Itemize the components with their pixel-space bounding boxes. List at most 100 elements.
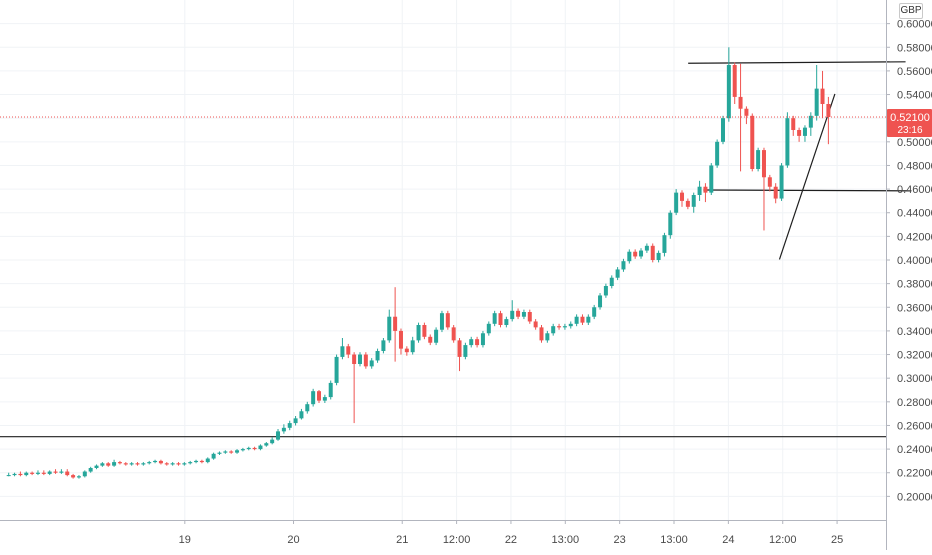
candle: [551, 323, 556, 336]
support-line-mid[interactable]: [703, 189, 912, 192]
candle: [211, 452, 216, 460]
candle-body: [129, 463, 134, 465]
candle-body: [680, 192, 685, 201]
candle: [785, 112, 790, 168]
candles: [6, 47, 831, 479]
candle-body: [457, 340, 462, 357]
candle-body: [779, 165, 784, 199]
candle: [726, 47, 731, 122]
candle-body: [627, 251, 632, 262]
candle: [732, 62, 737, 104]
candle-body: [293, 418, 298, 424]
last-price-label-bg: [887, 109, 932, 137]
candle-body: [404, 348, 409, 353]
candle: [176, 462, 181, 466]
candle: [685, 198, 690, 210]
candle-body: [188, 462, 193, 464]
candle-body: [439, 313, 444, 330]
candle-body: [761, 150, 766, 178]
candle: [223, 450, 228, 454]
candle: [445, 310, 450, 330]
currency-badge[interactable]: GBP: [899, 3, 923, 19]
candle-body: [568, 323, 573, 327]
x-tick-label: 12:00: [769, 534, 797, 546]
candle: [621, 258, 626, 272]
candle-body: [808, 115, 813, 128]
candle-body: [744, 108, 749, 116]
candle: [35, 470, 40, 476]
candle-body: [498, 313, 503, 325]
time-axis[interactable]: 19 20 21 12:00 22 13:00 23 13:00 24 12:00 25: [0, 520, 886, 546]
candle: [129, 462, 134, 466]
candle: [791, 115, 796, 136]
candle: [639, 248, 644, 259]
candle: [258, 444, 263, 451]
candle-body: [252, 447, 257, 450]
candle: [317, 390, 322, 403]
candle: [141, 462, 146, 466]
candle: [322, 394, 327, 403]
candle: [357, 352, 362, 367]
candle: [170, 462, 175, 466]
candle: [650, 243, 655, 263]
price-axis[interactable]: 0.600000.580000.560000.540000.520000.500…: [886, 0, 932, 550]
candle-body: [633, 251, 638, 257]
candle-body: [463, 345, 468, 357]
candle: [276, 429, 281, 441]
candle: [346, 343, 351, 359]
candle-body: [153, 460, 158, 463]
candle: [340, 338, 345, 360]
candle: [562, 323, 567, 330]
candle-body: [726, 65, 731, 119]
candle: [779, 163, 784, 201]
candle: [609, 275, 614, 289]
candle: [422, 322, 427, 340]
candle: [633, 249, 638, 259]
candle-body: [422, 325, 427, 337]
candle-body: [685, 200, 690, 207]
candle-body: [650, 245, 655, 260]
resistance-line[interactable]: [688, 61, 906, 64]
candle: [94, 464, 99, 470]
candle-body: [709, 165, 714, 193]
candle-body: [580, 316, 585, 323]
candle: [71, 473, 76, 479]
candle-body: [182, 463, 187, 465]
candle: [299, 408, 304, 420]
rising-trendline[interactable]: [778, 93, 836, 260]
candle: [451, 325, 456, 343]
candle-body: [510, 310, 515, 320]
candle-body: [229, 451, 234, 453]
candle-body: [492, 313, 497, 324]
candle-body: [305, 404, 310, 412]
candle-body: [715, 141, 720, 166]
candle-body: [88, 468, 93, 472]
candle: [246, 446, 251, 451]
candle-body: [106, 463, 111, 466]
candle-body: [533, 321, 538, 328]
candle-body: [363, 354, 368, 367]
candle-body: [609, 277, 614, 286]
candle: [756, 147, 761, 172]
candle-body: [445, 313, 450, 328]
candle-body: [76, 476, 81, 478]
candle-body: [47, 471, 52, 474]
candle-body: [475, 339, 480, 346]
candle: [53, 469, 58, 474]
candle-body: [820, 88, 825, 104]
candle: [229, 450, 234, 454]
candle: [398, 328, 403, 355]
candle: [381, 338, 386, 354]
candle: [557, 323, 562, 330]
candle-body: [603, 286, 608, 296]
candle: [147, 460, 152, 465]
candle-body: [773, 186, 778, 199]
drawn-lines[interactable]: [0, 61, 912, 438]
candle-body: [311, 391, 316, 405]
candle-body: [176, 463, 181, 465]
